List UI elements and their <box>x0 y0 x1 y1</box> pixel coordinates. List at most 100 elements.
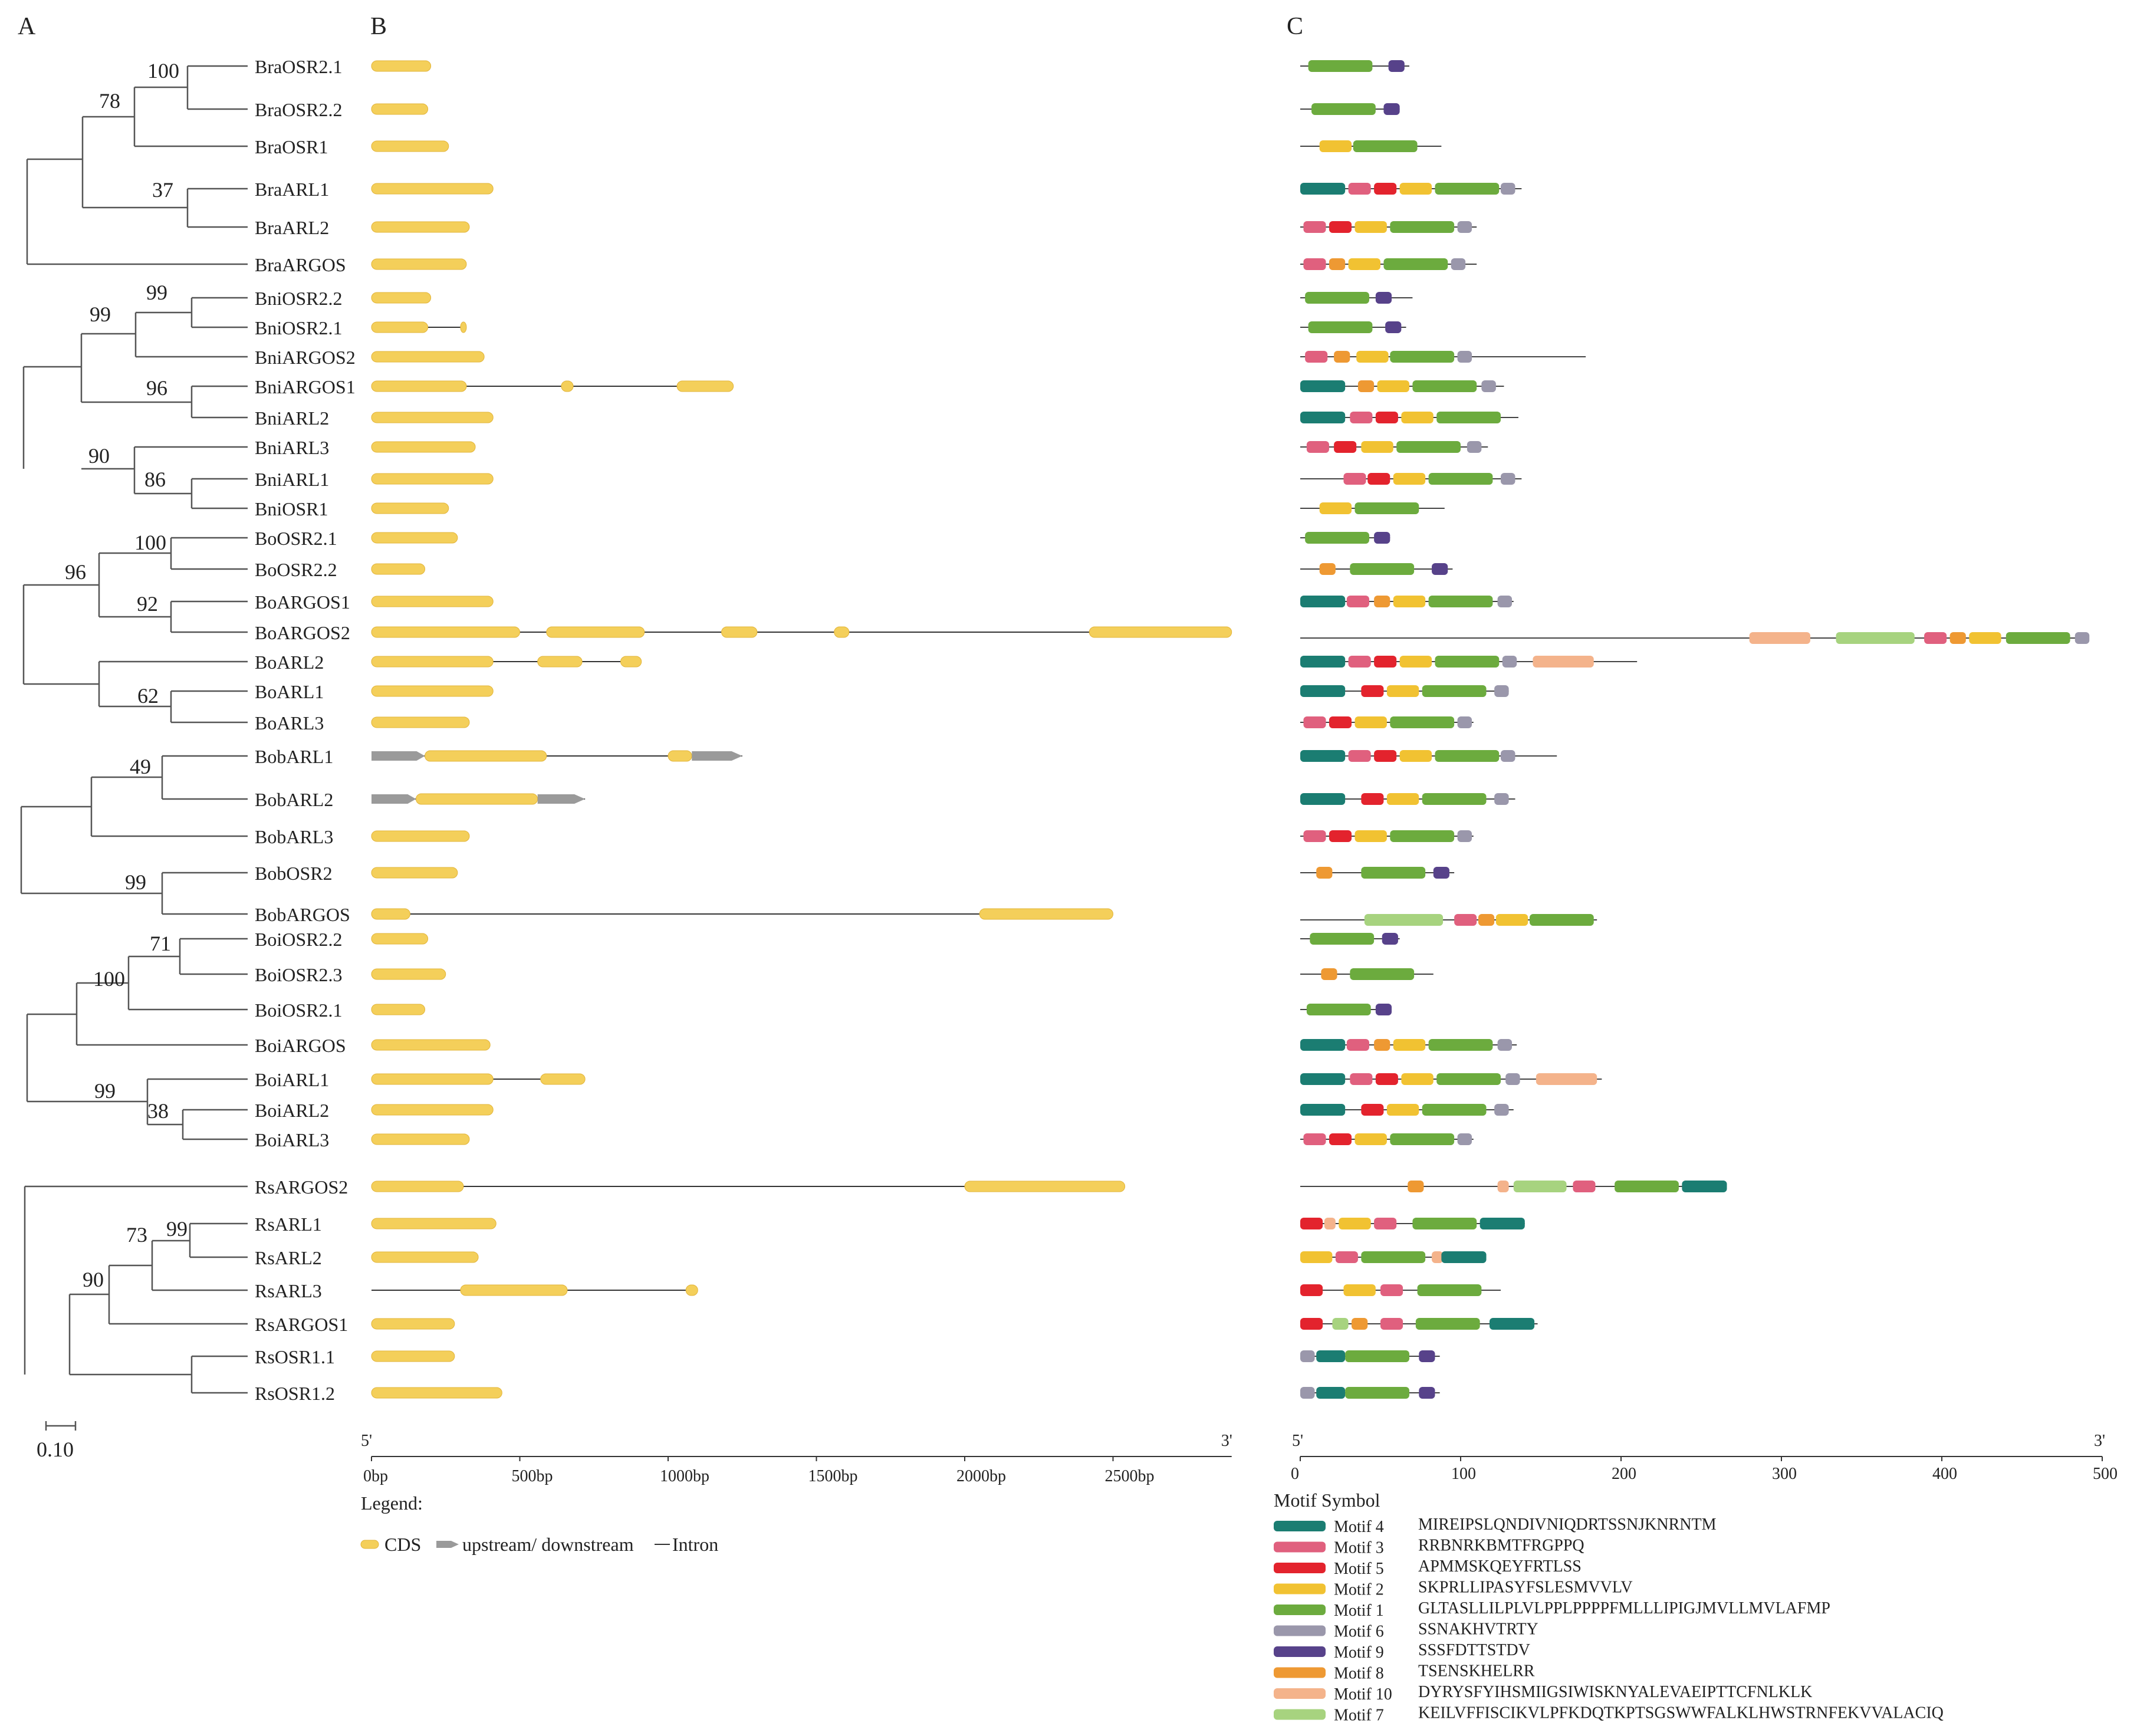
motif-6-box <box>1481 380 1496 392</box>
motif-2-box <box>1354 830 1387 842</box>
motif-10-box <box>1324 1218 1336 1229</box>
cds-exon <box>668 750 692 762</box>
cds-exon <box>371 502 449 514</box>
motif-legend-label: Motif 8 <box>1334 1665 1384 1683</box>
gene-name-label: BraARL1 <box>255 179 329 200</box>
motif-legend-label: Motif 3 <box>1334 1539 1384 1557</box>
scale-bar <box>45 1421 77 1431</box>
motif-6-box <box>1451 258 1466 270</box>
motif-2-box <box>1319 140 1352 152</box>
cds-exon <box>371 933 429 945</box>
motif-8-box <box>1374 1039 1390 1051</box>
gene-axis-tick-label: 2000bp <box>956 1467 1006 1485</box>
motif-2-box <box>1300 1251 1333 1263</box>
motif-9-box <box>1374 532 1390 544</box>
motif-legend-label: Motif 10 <box>1334 1685 1392 1704</box>
motif-row <box>1300 473 1522 485</box>
motif-1-box <box>1345 1387 1409 1399</box>
motif-3-box <box>1343 473 1366 485</box>
gene-name-label: RsARL3 <box>255 1280 322 1301</box>
gene-name-label: BoARGOS2 <box>255 622 350 643</box>
motif-5-box <box>1329 221 1352 233</box>
motif-1-box <box>1422 793 1487 805</box>
tree-branch <box>26 65 248 265</box>
utr-arrow <box>692 751 742 761</box>
gene-name-label: RsARGOS2 <box>255 1176 348 1198</box>
cds-exon <box>371 380 467 392</box>
motif-axis-tick-label: 500 <box>2093 1465 2118 1483</box>
tree-branch <box>22 297 248 509</box>
motif-9-box <box>1385 321 1402 333</box>
gene-structure-row <box>371 750 742 762</box>
motif-10-box <box>1536 1073 1597 1085</box>
motif-3-box <box>1374 1218 1397 1229</box>
motif-row <box>1300 563 1453 575</box>
motif-legend-swatch <box>1274 1541 1326 1553</box>
motif-legend-sequence: SKPRLLIPASYFSLESMVVLV <box>1418 1579 1633 1597</box>
motif-1-box <box>1436 1073 1501 1085</box>
motif-legend-label: Motif 6 <box>1334 1623 1384 1641</box>
gene-labels: BraOSR2.1 BraOSR2.2 BraOSR1 BraARL1 BraARL2 B… <box>255 56 356 1404</box>
motif-legend-label: Motif 1 <box>1334 1602 1384 1620</box>
motif-1-box <box>1390 830 1455 842</box>
motif-1-box <box>1305 292 1369 304</box>
gene-axis-5prime: 5' <box>361 1432 372 1450</box>
motif-2-box <box>1495 914 1528 926</box>
tree-branch <box>24 1185 248 1394</box>
cds-exon <box>540 1073 586 1085</box>
gene-name-label: RsARGOS1 <box>255 1314 348 1335</box>
bootstrap-value: 73 <box>126 1223 147 1247</box>
cds-exon <box>425 750 547 762</box>
motif-2-box <box>1354 221 1387 233</box>
motif-2-box <box>1386 685 1419 697</box>
gene-structure-row <box>371 626 1232 638</box>
motif-axis-tick-label: 300 <box>1772 1465 1797 1483</box>
gene-name-label: BniARL3 <box>255 437 329 458</box>
motif-2-box <box>1386 793 1419 805</box>
motif-3-box <box>1454 914 1477 926</box>
motif-6-box <box>1494 793 1509 805</box>
cds-exon <box>371 830 470 842</box>
motif-2-box <box>1361 441 1393 453</box>
gene-name-label: BoiOSR2.2 <box>255 929 342 950</box>
motif-3-box <box>1350 1073 1373 1085</box>
cds-exon <box>371 685 494 697</box>
motif-axis-tick-label: 400 <box>1932 1465 1957 1483</box>
gene-structure-row <box>371 908 1114 920</box>
motif-row <box>1300 1218 1525 1229</box>
motif-4-box <box>1441 1251 1487 1263</box>
gene-structure-row <box>371 1284 698 1296</box>
cds-exon <box>371 596 494 607</box>
motif-2-box <box>1399 656 1432 668</box>
gene-structure-row <box>371 1318 455 1330</box>
motif-5-box <box>1374 750 1397 762</box>
gene-structure-panel <box>371 60 1232 1399</box>
utr-arrow <box>371 751 425 761</box>
motif-1-box <box>1412 1218 1477 1229</box>
gene-structure-row <box>371 380 734 392</box>
motif-legend-label: Motif 9 <box>1334 1643 1384 1662</box>
bootstrap-value: 92 <box>137 592 158 616</box>
motif-3-box <box>1303 830 1326 842</box>
gene-structure-row <box>371 221 470 233</box>
legend-title: Legend: <box>361 1492 423 1514</box>
motif-5-box <box>1300 1218 1323 1229</box>
gene-structure-row <box>371 441 476 453</box>
motif-row <box>1300 502 1445 514</box>
motif-6-box <box>1467 441 1482 453</box>
gene-name-label: BniOSR2.1 <box>255 317 342 338</box>
motif-6-box <box>1300 1387 1315 1399</box>
motif-6-box <box>1501 473 1515 485</box>
motif-2-box <box>1343 1284 1376 1296</box>
gene-structure-row <box>371 685 494 697</box>
motif-9-box <box>1388 60 1405 72</box>
cds-exon <box>371 1004 426 1015</box>
motif-1-box <box>1305 532 1369 544</box>
motif-row <box>1300 140 1442 152</box>
motif-3-box <box>1306 441 1329 453</box>
motif-row <box>1300 1251 1487 1263</box>
gene-structure-row <box>371 412 494 423</box>
legend-updown-label: upstream/ downstream <box>462 1534 634 1555</box>
motif-4-box <box>1300 685 1346 697</box>
motif-4-box <box>1300 656 1346 668</box>
